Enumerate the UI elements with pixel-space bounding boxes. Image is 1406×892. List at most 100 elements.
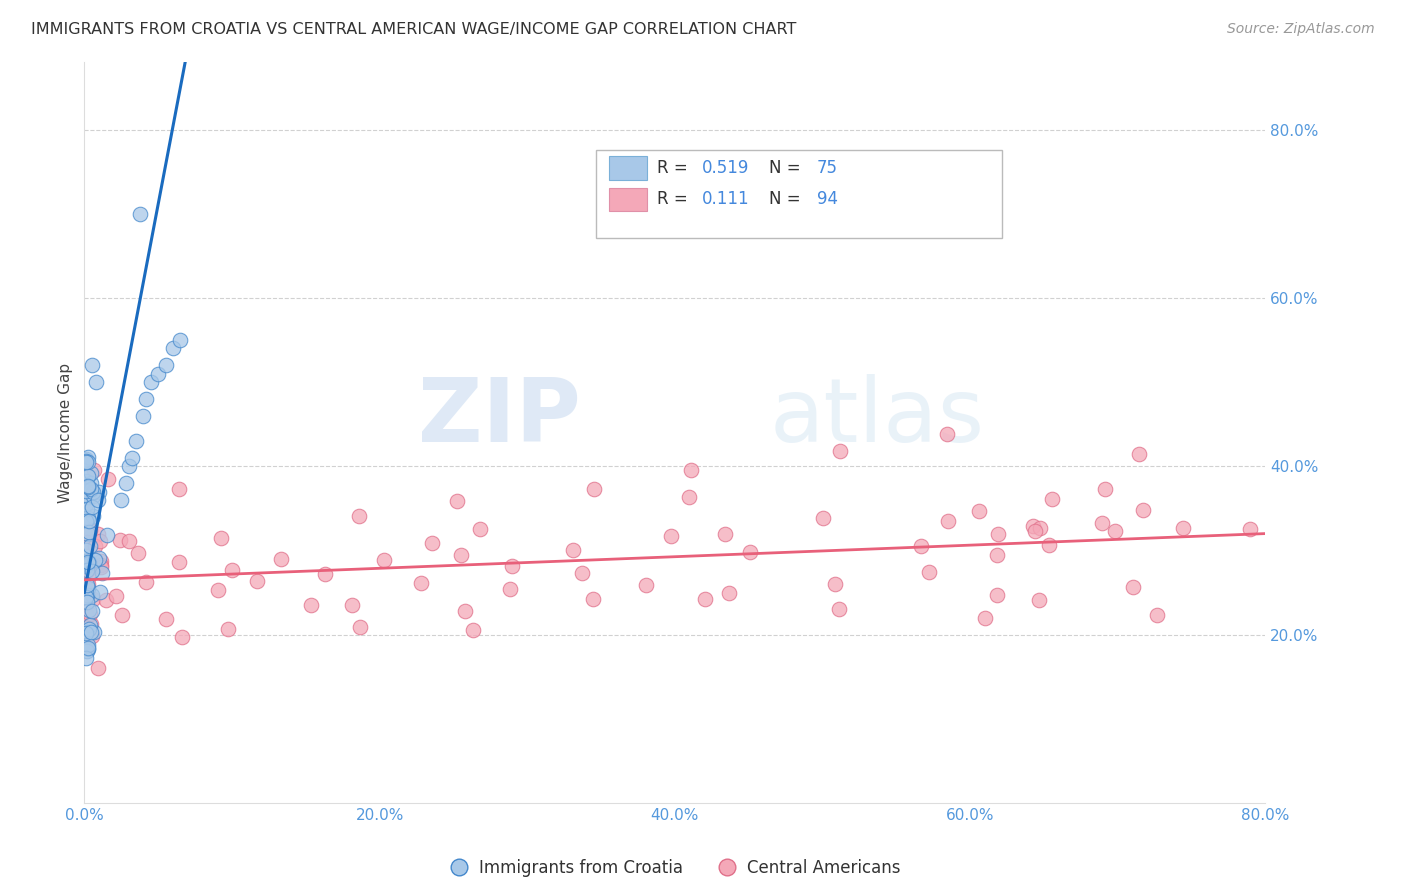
Point	[411, 576, 433, 591]
Point	[634, 578, 657, 592]
Point	[75, 497, 97, 511]
Point	[824, 576, 846, 591]
Point	[117, 533, 139, 548]
Point	[80, 604, 103, 618]
Text: R =: R =	[657, 159, 693, 177]
Point	[79, 622, 101, 636]
Point	[75, 607, 97, 622]
Point	[162, 342, 184, 356]
Point	[82, 592, 104, 607]
Point	[695, 592, 717, 607]
Point	[91, 566, 114, 580]
Point	[1038, 538, 1060, 552]
Point	[967, 503, 990, 517]
Point	[79, 482, 101, 496]
FancyBboxPatch shape	[596, 150, 1002, 238]
Point	[77, 556, 100, 570]
Point	[76, 594, 98, 608]
Point	[75, 624, 97, 638]
Point	[77, 526, 100, 541]
Point	[450, 549, 472, 563]
Point	[80, 616, 103, 631]
Point	[76, 644, 98, 658]
Point	[76, 480, 98, 494]
FancyBboxPatch shape	[609, 187, 647, 211]
Point	[77, 603, 100, 617]
Point	[681, 462, 703, 476]
Point	[582, 592, 605, 607]
Point	[125, 434, 148, 448]
Point	[80, 466, 103, 480]
Point	[1171, 520, 1194, 534]
Point	[127, 546, 149, 560]
Point	[77, 554, 100, 568]
Point	[155, 359, 177, 373]
Point	[77, 569, 100, 583]
Y-axis label: Wage/Income Gap: Wage/Income Gap	[58, 362, 73, 503]
Point	[84, 552, 107, 566]
Point	[86, 527, 108, 541]
Point	[77, 455, 100, 469]
Point	[96, 528, 118, 542]
Point	[918, 565, 941, 579]
Point	[75, 455, 97, 469]
Point	[678, 490, 700, 504]
Point	[76, 577, 98, 591]
Point	[75, 591, 97, 606]
Point	[76, 555, 98, 569]
Point	[172, 630, 194, 644]
Point	[973, 611, 995, 625]
Text: N =: N =	[769, 159, 806, 177]
Point	[463, 624, 485, 638]
Point	[571, 566, 593, 580]
Point	[77, 638, 100, 652]
Legend: Immigrants from Croatia, Central Americans: Immigrants from Croatia, Central America…	[443, 852, 907, 883]
Point	[314, 567, 336, 582]
Point	[167, 482, 190, 496]
Point	[114, 476, 136, 491]
Point	[446, 494, 468, 508]
Point	[713, 527, 735, 541]
Point	[1094, 482, 1116, 496]
Point	[75, 625, 97, 640]
Point	[96, 592, 118, 607]
Text: 94: 94	[817, 190, 838, 209]
Point	[246, 574, 269, 588]
Point	[270, 551, 292, 566]
Point	[373, 553, 395, 567]
Point	[90, 554, 112, 568]
Point	[77, 490, 100, 504]
Text: Source: ZipAtlas.com: Source: ZipAtlas.com	[1227, 22, 1375, 37]
Text: 0.519: 0.519	[702, 159, 749, 177]
Point	[76, 563, 98, 577]
Point	[76, 641, 98, 656]
Point	[75, 590, 97, 604]
Point	[1104, 524, 1126, 538]
Point	[910, 539, 932, 553]
Point	[582, 483, 605, 497]
Point	[209, 532, 232, 546]
Point	[80, 588, 103, 602]
Point	[82, 485, 104, 500]
Point	[89, 584, 111, 599]
Point	[1239, 522, 1261, 536]
Text: 0.111: 0.111	[702, 190, 749, 209]
Point	[207, 582, 229, 597]
Point	[76, 535, 98, 549]
Point	[83, 463, 105, 477]
Point	[75, 451, 97, 466]
Point	[80, 475, 103, 490]
Point	[75, 475, 97, 489]
Text: 75: 75	[817, 159, 838, 177]
Point	[987, 527, 1010, 541]
Point	[82, 565, 104, 579]
Point	[79, 539, 101, 553]
Point	[986, 548, 1008, 562]
Point	[77, 511, 100, 525]
Point	[110, 607, 132, 622]
Point	[75, 558, 97, 573]
Point	[82, 629, 104, 643]
Text: R =: R =	[657, 190, 699, 209]
Point	[87, 550, 110, 565]
Point	[75, 514, 97, 528]
